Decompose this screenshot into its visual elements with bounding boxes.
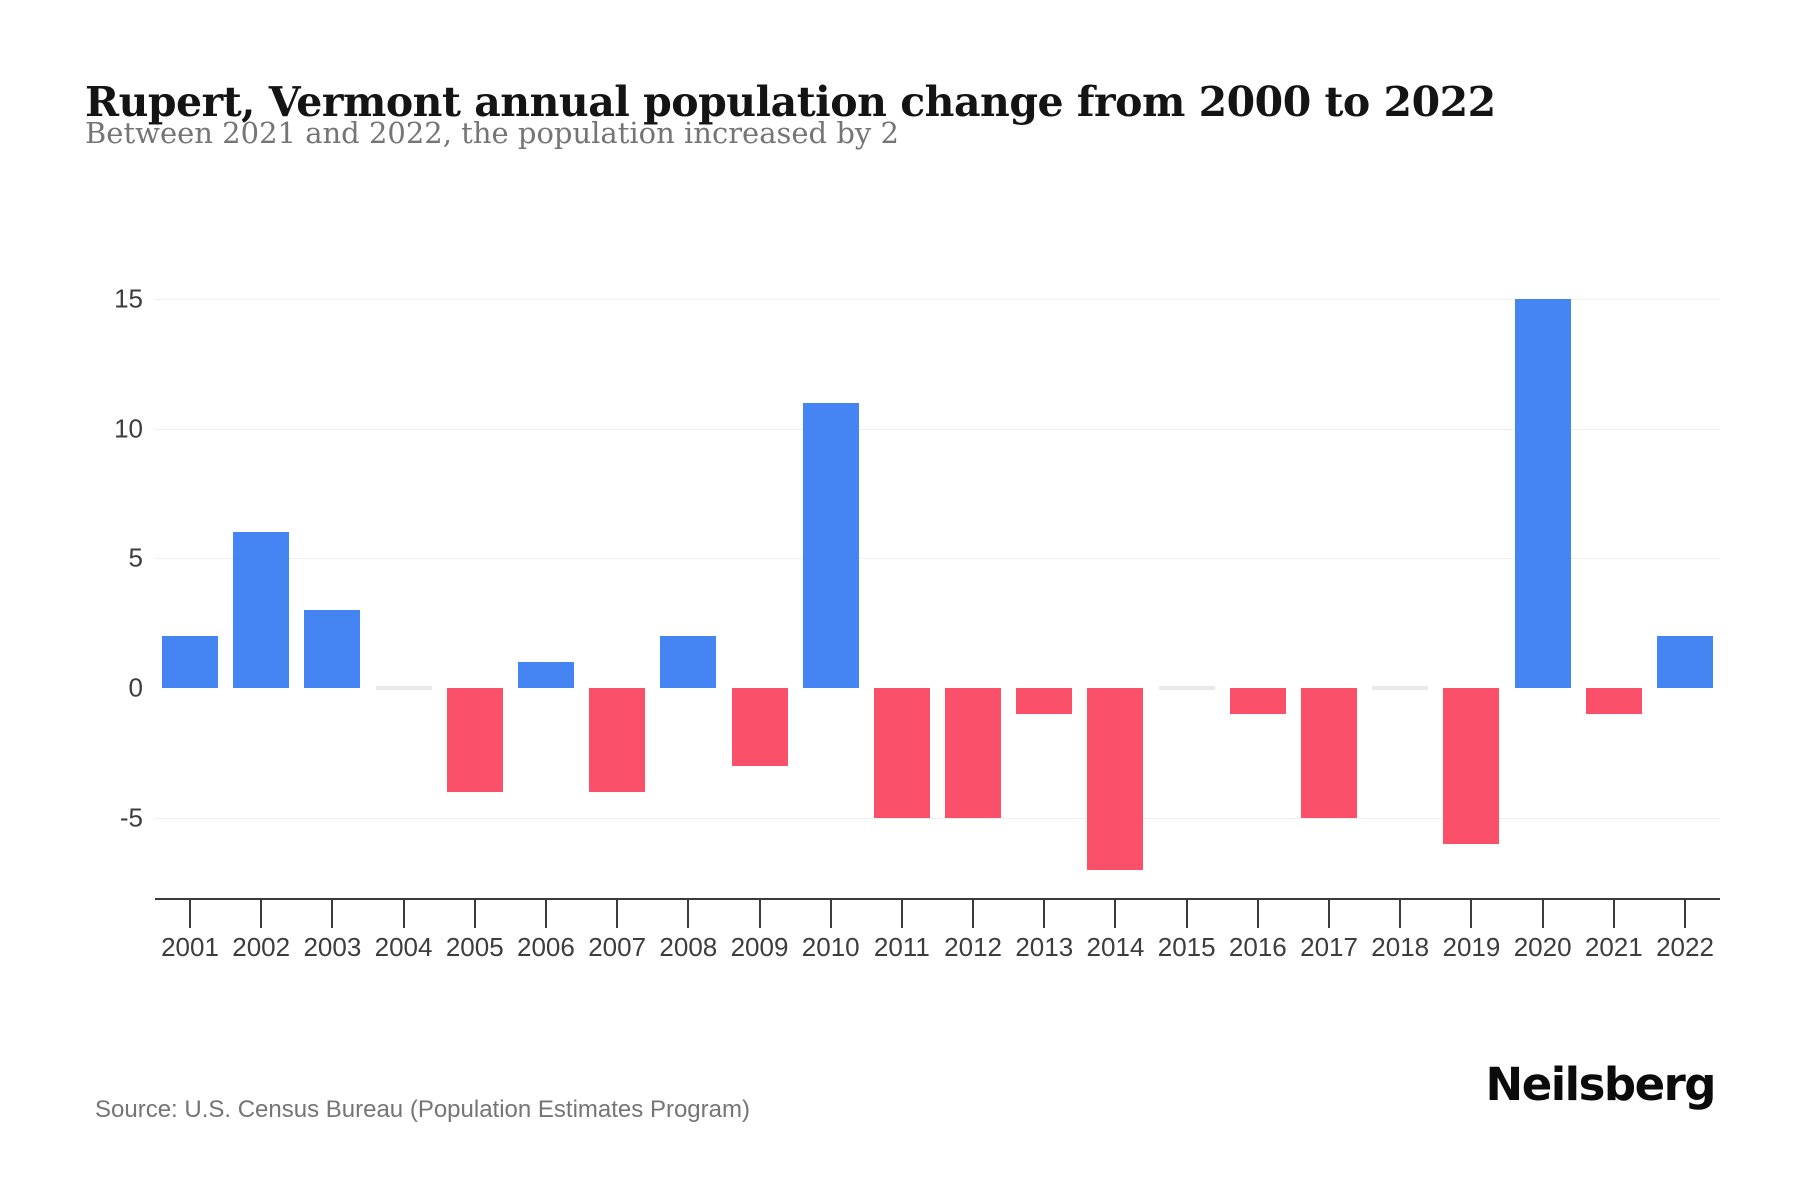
x-tick-2012: [972, 900, 975, 928]
x-tick-2020: [1541, 900, 1544, 928]
x-axis-label-2004: 2004: [374, 932, 433, 962]
bar-2008[interactable]: [660, 636, 717, 688]
x-tick-2013: [1043, 900, 1046, 928]
bar-2010[interactable]: [802, 402, 859, 688]
x-axis-label-2001: 2001: [161, 932, 219, 962]
chart-title: Rupert, Vermont annual population change…: [85, 78, 1496, 127]
bar-2006[interactable]: [517, 662, 574, 688]
x-tick-2005: [473, 900, 476, 928]
x-axis-label-2021: 2021: [1584, 932, 1643, 962]
x-axis-label-2016: 2016: [1228, 932, 1287, 962]
x-axis-label-2010: 2010: [801, 932, 860, 962]
gridline-10: [155, 428, 1720, 430]
x-axis-label-2012: 2012: [944, 932, 1002, 962]
y-axis-label--5: -5: [119, 802, 143, 833]
x-tick-2014: [1114, 900, 1117, 928]
source-note: Source: U.S. Census Bureau (Population E…: [95, 1096, 750, 1123]
x-tick-2017: [1328, 900, 1331, 928]
x-tick-2021: [1612, 900, 1615, 928]
x-axis-label-2014: 2014: [1086, 932, 1145, 962]
y-axis-label-15: 15: [114, 283, 143, 314]
x-axis-label-2011: 2011: [873, 932, 930, 962]
y-axis-label-0: 0: [128, 672, 143, 703]
bar-2001[interactable]: [162, 636, 218, 688]
bar-2014[interactable]: [1087, 688, 1144, 870]
x-tick-2003: [331, 900, 334, 928]
x-tick-2011: [900, 900, 903, 928]
bar-2022[interactable]: [1656, 636, 1713, 688]
bar-2004[interactable]: [375, 686, 432, 690]
x-axis-label-2015: 2015: [1157, 932, 1216, 962]
bar-2009[interactable]: [731, 688, 788, 766]
x-axis-label-2019: 2019: [1442, 932, 1501, 962]
bar-2002[interactable]: [233, 532, 290, 688]
x-axis-label-2013: 2013: [1015, 932, 1074, 962]
bar-2018[interactable]: [1372, 686, 1429, 690]
x-axis-label-2002: 2002: [232, 932, 291, 962]
y-axis-label-5: 5: [128, 542, 143, 573]
x-tick-2008: [687, 900, 690, 928]
x-tick-2006: [544, 900, 547, 928]
bar-2015[interactable]: [1158, 686, 1215, 690]
x-tick-2022: [1683, 900, 1686, 928]
y-axis-label-10: 10: [114, 413, 143, 444]
x-axis-label-2008: 2008: [659, 932, 718, 962]
x-tick-2001: [189, 900, 191, 928]
gridline--5: [155, 817, 1720, 819]
x-axis-label-2020: 2020: [1513, 932, 1572, 962]
x-axis-label-2003: 2003: [303, 932, 362, 962]
chart-subtitle: Between 2021 and 2022, the population in…: [85, 116, 899, 150]
x-axis-line: [155, 898, 1720, 900]
x-tick-2016: [1256, 900, 1259, 928]
x-tick-2009: [758, 900, 761, 928]
x-tick-2010: [829, 900, 832, 928]
bar-2017[interactable]: [1301, 688, 1358, 818]
x-tick-2002: [260, 900, 263, 928]
brand-logo: Neilsberg: [1485, 1058, 1717, 1111]
x-axis-label-2005: 2005: [445, 932, 504, 962]
bar-2012[interactable]: [945, 688, 1002, 818]
bar-2016[interactable]: [1229, 688, 1286, 714]
gridline-15: [155, 299, 1720, 301]
bar-2019[interactable]: [1443, 688, 1500, 844]
bar-2013[interactable]: [1016, 688, 1073, 714]
x-tick-2007: [616, 900, 619, 928]
bar-2005[interactable]: [446, 688, 503, 792]
x-tick-2019: [1470, 900, 1473, 928]
x-axis-label-2007: 2007: [588, 932, 647, 962]
x-tick-2015: [1185, 900, 1188, 928]
x-axis-label-2018: 2018: [1371, 932, 1430, 962]
bar-2021[interactable]: [1585, 688, 1642, 714]
x-tick-2018: [1399, 900, 1402, 928]
x-axis-label-2017: 2017: [1300, 932, 1358, 962]
x-axis-label-2022: 2022: [1656, 932, 1714, 962]
bar-2020[interactable]: [1514, 299, 1571, 688]
x-axis-label-2006: 2006: [517, 932, 575, 962]
bar-chart-area: 15 10 5 0 -5 2001 2002 2003 2004 2005 2006 2007 2008…: [114, 283, 1720, 962]
bar-2003[interactable]: [304, 610, 361, 688]
x-tick-2004: [402, 900, 405, 928]
bar-2007[interactable]: [589, 688, 646, 792]
gridline-5: [155, 558, 1720, 560]
bar-2011[interactable]: [873, 688, 930, 818]
x-axis-label-2009: 2009: [730, 932, 789, 962]
